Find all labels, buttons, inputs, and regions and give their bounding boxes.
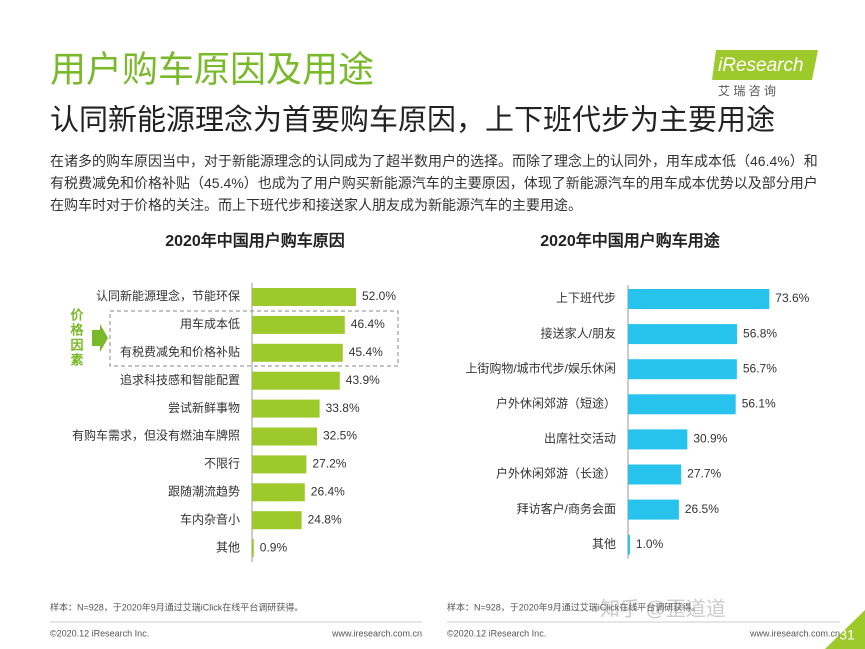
logo: iResearch [718,55,804,76]
bracket-label: 素 [70,352,83,367]
value-label: 46.4% [351,317,385,331]
intro-text: 在诸多的购车原因当中，对于新能源理念的认同成为了超半数用户的选择。而除了理念上的… [50,153,818,213]
bracket-label: 因 [70,337,83,352]
corner [825,610,865,649]
value-label: 73.6% [775,291,809,305]
category-label: 尝试新鲜事物 [168,400,240,415]
bar [252,371,340,390]
category-label: 上下班代步 [556,291,616,305]
bar [628,499,679,520]
bar [252,511,302,530]
value-label: 56.1% [742,396,776,410]
copyright: ©2020.12 iResearch Inc. [447,628,546,638]
value-label: 26.4% [311,484,345,498]
slide-title: 用户购车原因及用途 [50,49,374,90]
value-label: 52.0% [362,289,396,303]
bracket-arrow [92,324,108,352]
watermark: 知乎 @歪道道 [600,597,726,620]
bar [628,289,770,309]
value-label: 32.5% [323,429,357,443]
bar [628,359,737,380]
bar [252,399,320,418]
value-label: 56.8% [743,326,777,340]
category-label: 用车成本低 [180,316,240,331]
bar [252,288,356,306]
value-label: 43.9% [346,373,380,387]
value-label: 0.9% [260,540,288,554]
category-label: 户外休闲郊游（短途） [496,395,616,410]
value-label: 1.0% [636,537,664,551]
bracket-box [109,310,399,367]
logo-sub: 艾 瑞 咨 询 [718,83,776,98]
value-label: 30.9% [693,432,727,446]
url: www.iresearch.com.cn [331,628,422,638]
url: www.iresearch.com.cn [749,628,840,638]
value-label: 56.7% [743,361,777,375]
category-label: 出席社交活动 [544,431,616,446]
category-label: 车内杂音小 [180,511,240,526]
bar [252,315,345,334]
bar [628,429,688,450]
category-label: 其他 [592,537,616,551]
page-number: 31 [839,627,855,643]
value-label: 33.8% [326,401,360,415]
bar [252,539,254,558]
category-label: 有购车需求，但没有燃油车牌照 [72,428,240,443]
value-label: 27.7% [687,467,721,481]
bar [252,427,317,446]
slide-subtitle: 认同新能源理念为首要购车原因，上下班代步为主要用途 [50,104,775,137]
category-label: 跟随潮流趋势 [168,483,240,498]
category-label: 户外休闲郊游（长途） [496,466,616,481]
note: 样本：N=928，于2020年9月通过艾瑞iClick在线平台调研获得。 [50,601,303,612]
value-label: 26.5% [685,502,719,516]
bar [252,483,305,502]
chart-title: 2020年中国用户购车原因 [165,231,345,250]
note: 样本：N=928，于2020年9月通过艾瑞iClick在线平台调研获得。 [447,601,700,612]
category-label: 上街购物/城市代步/娱乐休闲 [465,360,616,375]
category-label: 拜访客户/商务会面 [517,501,616,516]
category-label: 接送家人/朋友 [541,325,616,340]
category-label: 有税费减免和价格补贴 [120,344,240,359]
category-label: 不限行 [204,457,240,471]
bar [628,534,630,555]
chart-title: 2020年中国用户购车用途 [540,231,721,250]
bar [628,324,738,345]
copyright: ©2020.12 iResearch Inc. [50,628,149,638]
category-label: 其他 [216,540,240,554]
value-label: 27.2% [312,457,346,471]
bar [252,343,343,362]
category-label: 认同新能源理念，节能环保 [96,288,240,303]
bar [628,464,682,485]
value-label: 45.4% [349,345,383,359]
logo-box [712,50,818,80]
category-label: 追求科技感和智能配置 [120,372,240,387]
bracket-label: 格 [70,322,84,337]
bar [628,394,736,415]
bar [252,455,307,474]
bracket-label: 价 [70,307,84,322]
value-label: 24.8% [308,512,342,526]
